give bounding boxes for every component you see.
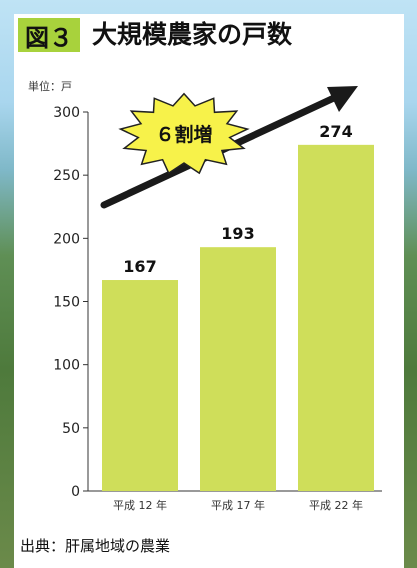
trend-annotation: ６割増 [100, 86, 358, 209]
y-tick-label: 300 [53, 105, 80, 121]
bar-value-label: 193 [221, 224, 254, 243]
bar-value-label: 274 [319, 122, 352, 141]
chart-title: 大規模農家の戸数 [92, 20, 293, 49]
unit-label: 単位：戸 [28, 80, 72, 93]
x-category-label: 平成 17 年 [211, 498, 265, 512]
trend-arrow-head [327, 86, 358, 112]
y-tick-label: 200 [53, 231, 80, 247]
bar [298, 144, 374, 491]
bar-value-label: 167 [123, 257, 156, 276]
source-note: 出典：肝属地域の農業 [20, 537, 171, 555]
bar [200, 247, 276, 491]
y-tick-label: 150 [53, 295, 80, 311]
bar [102, 280, 178, 491]
figure-badge: 図３ [18, 18, 80, 52]
x-category-label: 平成 22 年 [309, 498, 363, 512]
x-category-label: 平成 12 年 [113, 498, 167, 512]
burst-label: ６割増 [155, 123, 212, 146]
y-tick-label: 50 [62, 421, 80, 437]
burst-shape [118, 92, 250, 175]
y-tick-label: 250 [53, 168, 80, 184]
y-tick-label: 100 [53, 358, 80, 374]
bars: 167 平成 12 年 193 平成 17 年 274 平成 22 年 [102, 122, 374, 512]
y-tick-label: 0 [71, 484, 80, 500]
